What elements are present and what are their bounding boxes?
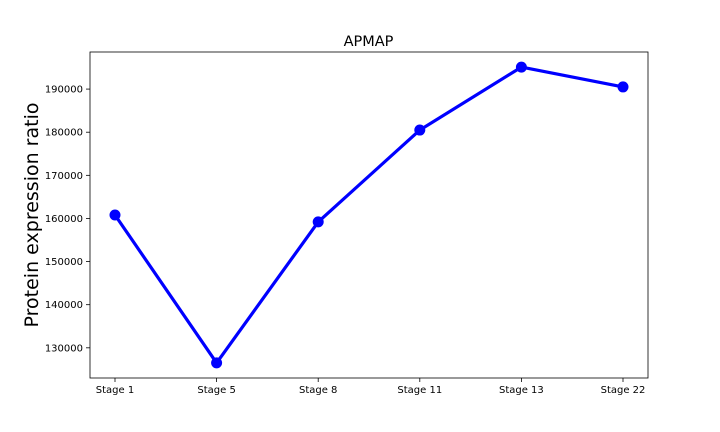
x-tick-label: Stage 22	[601, 385, 646, 396]
y-tick-label: 160000	[45, 214, 83, 225]
data-point	[211, 357, 223, 369]
y-tick-label: 130000	[45, 343, 83, 354]
y-tick-label: 190000	[45, 85, 83, 96]
data-point	[312, 216, 324, 228]
x-tick-label: Stage 11	[397, 385, 442, 396]
x-tick-label: Stage 5	[197, 385, 235, 396]
data-point	[617, 81, 629, 93]
series-line	[113, 65, 625, 365]
data-point	[515, 61, 527, 73]
y-tick-label: 140000	[45, 300, 83, 311]
y-tick-label: 180000	[45, 128, 83, 139]
y-tick-label: 170000	[45, 171, 83, 182]
x-tick-label: Stage 1	[96, 385, 134, 396]
x-tick-label: Stage 13	[499, 385, 544, 396]
plot-frame	[89, 51, 649, 379]
data-point	[414, 124, 426, 136]
y-axis-label: Protein expression ratio	[21, 103, 43, 328]
y-tick-label: 150000	[45, 257, 83, 268]
plot-area: 130000 140000 150000 160000 170000 180000 1900…	[45, 51, 649, 396]
chart-title: APMAP	[344, 34, 394, 50]
data-point	[109, 209, 121, 221]
x-tick-label: Stage 8	[299, 385, 337, 396]
